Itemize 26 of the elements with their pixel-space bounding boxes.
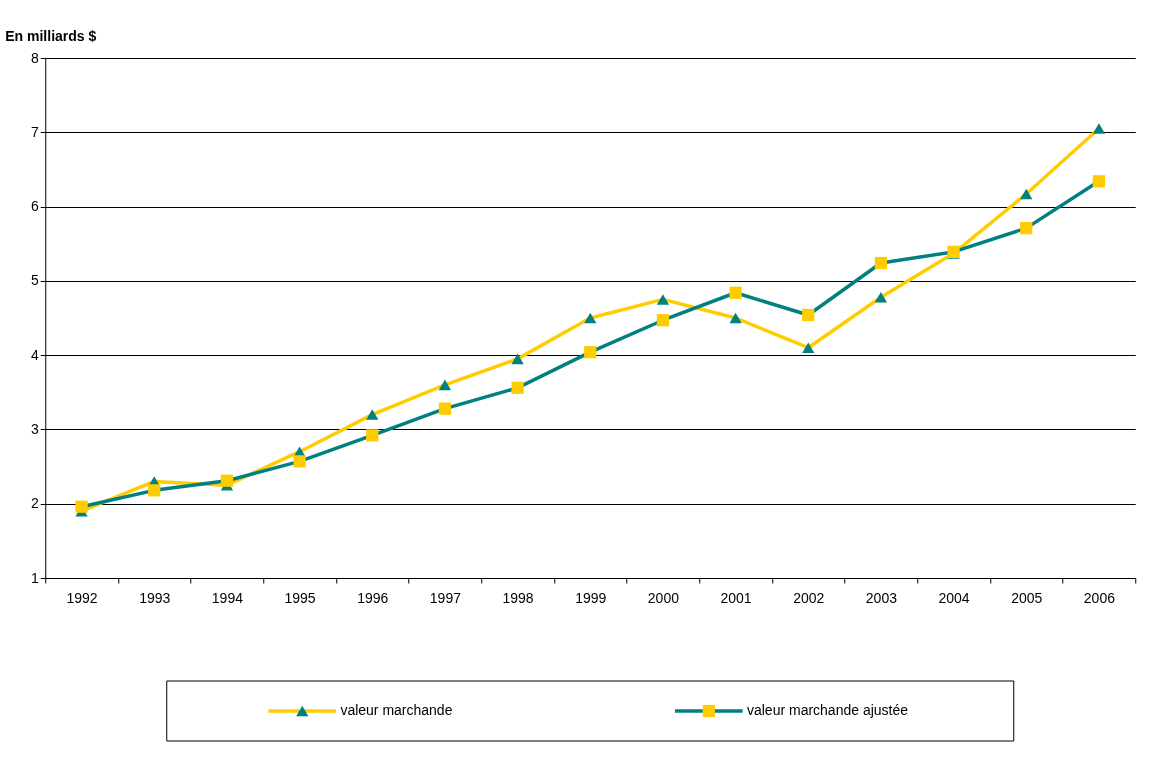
x-tick-label: 1999	[575, 589, 607, 606]
y-tick-label: 6	[30, 198, 39, 215]
x-tick-label: 1993	[139, 589, 171, 606]
x-tick-label: 1996	[357, 589, 389, 606]
x-tick-label: 2003	[865, 589, 898, 606]
y-tick-label: 5	[30, 272, 39, 289]
y-tick-label: 4	[30, 346, 39, 363]
legend-label: valeur marchande	[340, 702, 453, 718]
x-tick-label: 2001	[720, 589, 752, 606]
x-tick-label: 2006	[1083, 589, 1116, 606]
x-tick-label: 1994	[211, 589, 244, 606]
y-tick-label: 2	[30, 495, 39, 512]
x-tick-label: 2000	[647, 589, 680, 606]
y-tick-label: 1	[30, 569, 39, 586]
x-tick-label: 1998	[502, 589, 534, 606]
x-tick-label: 1997	[429, 589, 462, 606]
x-tick-label: 2002	[793, 589, 825, 606]
y-tick-label: 3	[30, 420, 39, 437]
y-tick-label: 8	[30, 49, 39, 66]
y-axis-title: En milliards $	[5, 28, 97, 44]
x-tick-label: 1995	[284, 589, 316, 606]
x-tick-label: 1992	[66, 589, 98, 606]
x-tick-label: 2004	[938, 589, 970, 606]
y-tick-label: 7	[30, 123, 39, 140]
legend-label: valeur marchande ajustée	[746, 702, 909, 718]
x-tick-label: 2005	[1011, 589, 1043, 606]
